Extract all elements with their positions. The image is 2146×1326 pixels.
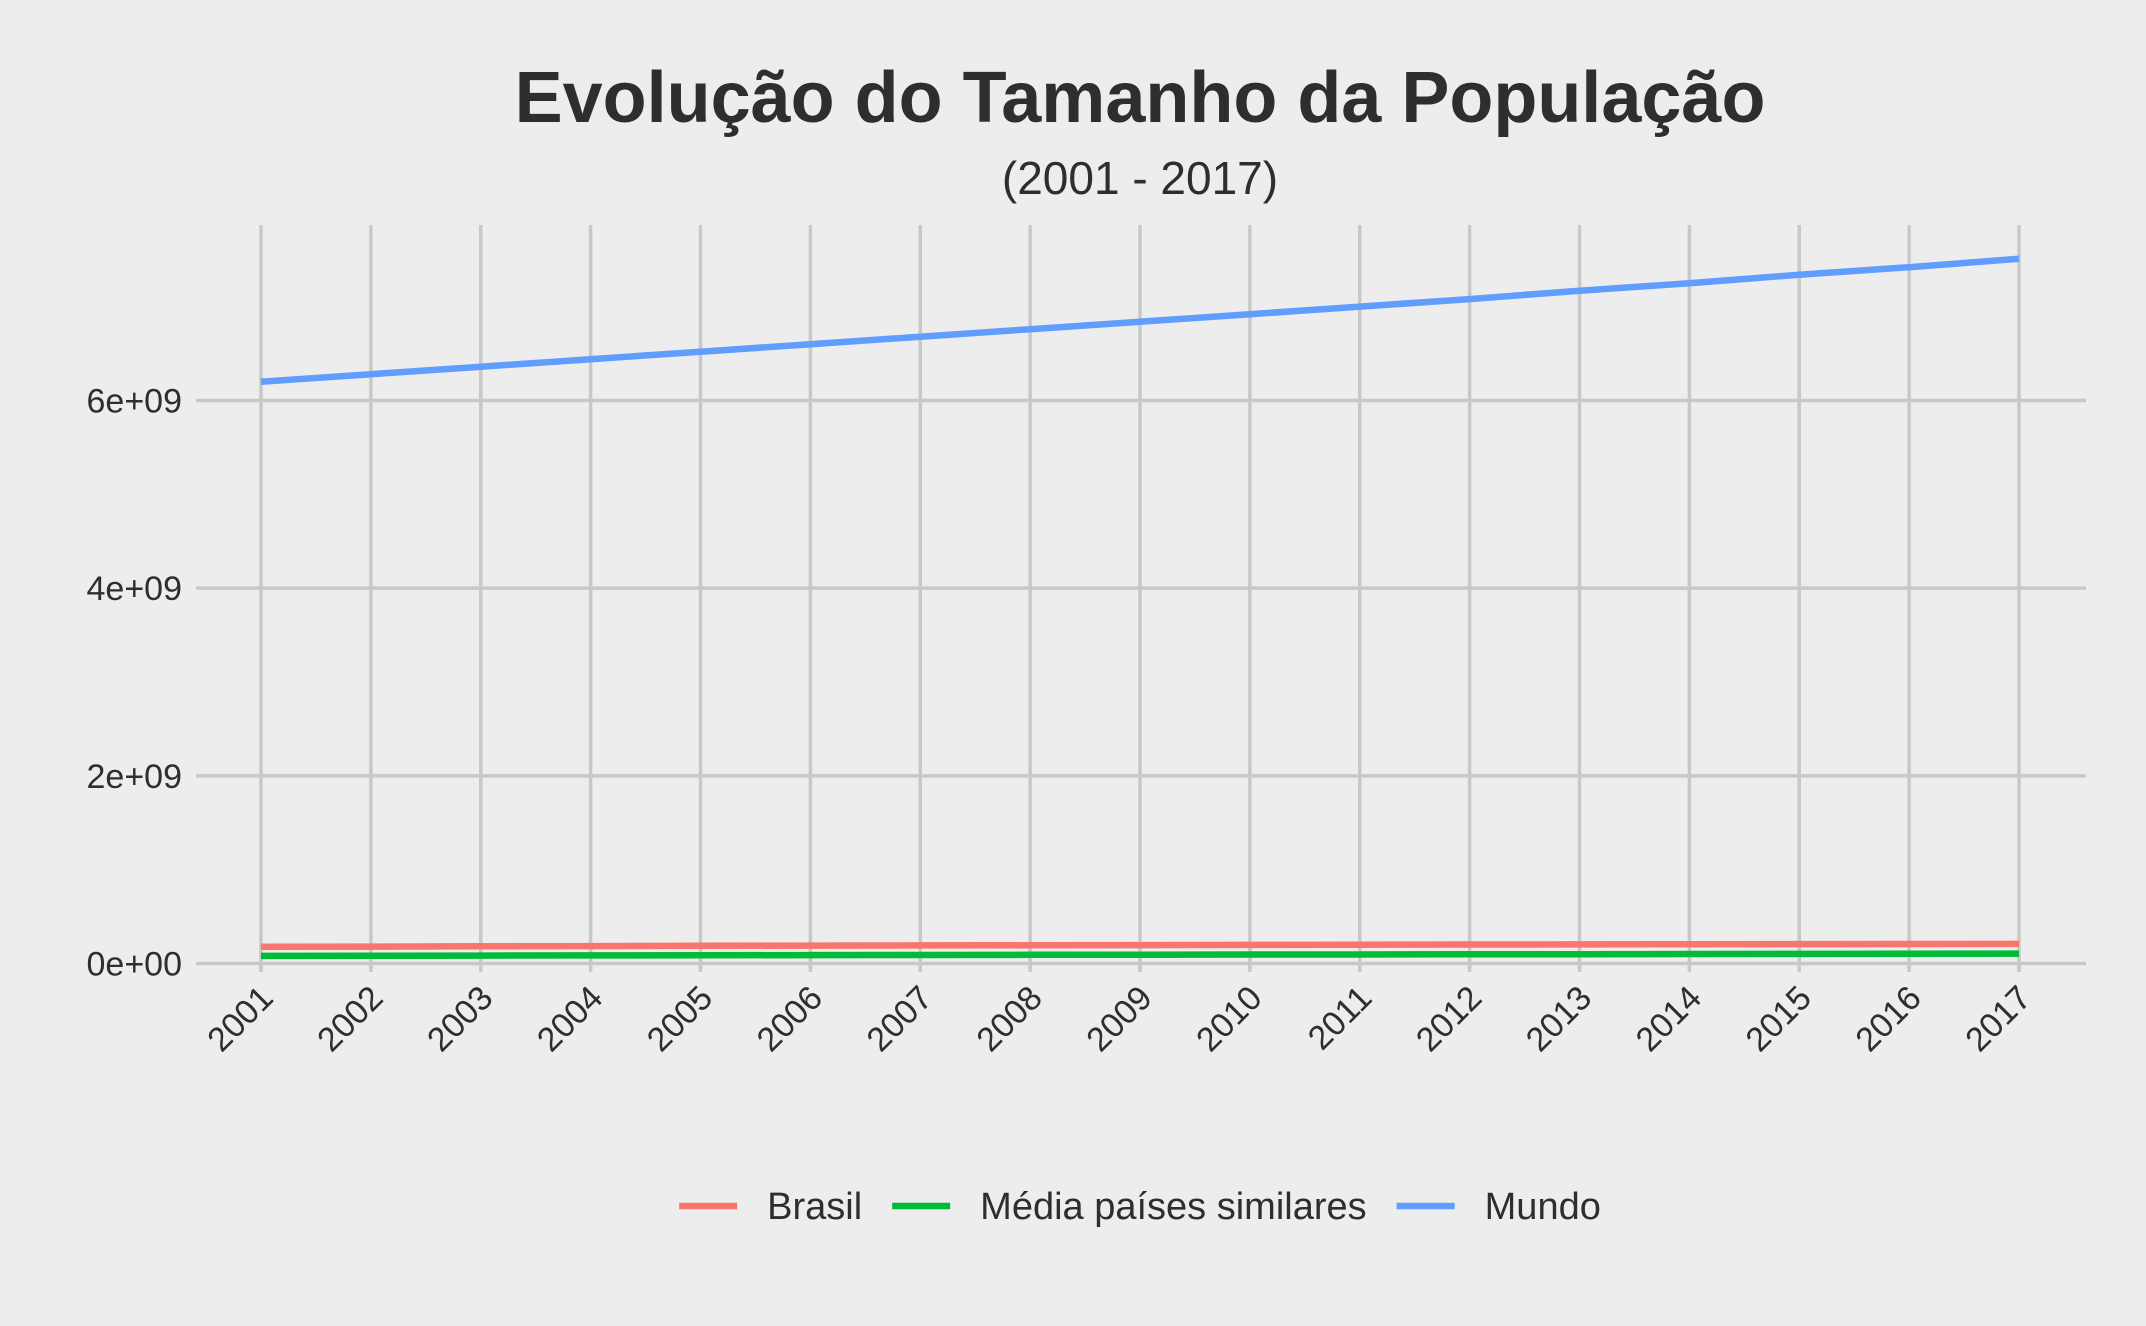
x-tick-label: 2005 xyxy=(640,979,720,1059)
series-line-3 xyxy=(260,255,2020,385)
x-tick-label: 2008 xyxy=(969,979,1049,1059)
x-tick-label: 2014 xyxy=(1629,979,1709,1059)
x-tick-label: 2004 xyxy=(530,979,610,1059)
legend-item: Brasil xyxy=(679,1186,862,1228)
x-tick-label: 2015 xyxy=(1739,979,1819,1059)
x-tick-label: 2009 xyxy=(1079,979,1159,1059)
x-tick-label: 2011 xyxy=(1301,979,1380,1058)
legend-item: Média países similares xyxy=(892,1186,1367,1228)
x-tick-label: 2002 xyxy=(310,979,390,1059)
legend-label: Média países similares xyxy=(980,1186,1366,1228)
legend: Brasil Média países similares Mundo xyxy=(679,1186,1601,1228)
legend-item: Mundo xyxy=(1396,1186,1601,1228)
x-tick-label: 2003 xyxy=(420,979,500,1059)
x-axis-ticks: 2001 2002 2003 2004 2005 2006 2007 2008 2009 2010… xyxy=(200,979,2038,1059)
legend-label: Mundo xyxy=(1485,1186,1601,1228)
y-tick-label: 4e+09 xyxy=(87,570,183,608)
series-lines xyxy=(260,255,2020,960)
grid xyxy=(196,225,2086,972)
x-tick-label: 2007 xyxy=(860,979,940,1059)
y-axis-ticks: 0e+00 2e+09 4e+09 6e+09 xyxy=(87,382,183,983)
chart-title: Evolução do Tamanho da População xyxy=(515,58,1766,138)
y-tick-label: 6e+09 xyxy=(87,382,183,420)
x-tick-label: 2016 xyxy=(1848,979,1928,1059)
x-tick-label: 2013 xyxy=(1519,979,1599,1059)
x-tick-label: 2001 xyxy=(200,979,280,1059)
series-line-2 xyxy=(260,950,2020,960)
x-tick-label: 2006 xyxy=(750,979,830,1059)
legend-label: Brasil xyxy=(767,1186,862,1228)
y-tick-label: 0e+00 xyxy=(87,946,183,984)
y-tick-label: 2e+09 xyxy=(87,758,183,796)
series-line-1 xyxy=(260,940,2020,951)
x-tick-label: 2017 xyxy=(1958,979,2038,1059)
x-tick-label: 2012 xyxy=(1409,979,1489,1059)
x-tick-label: 2010 xyxy=(1189,979,1269,1059)
chart-subtitle: (2001 - 2017) xyxy=(1002,152,1278,204)
